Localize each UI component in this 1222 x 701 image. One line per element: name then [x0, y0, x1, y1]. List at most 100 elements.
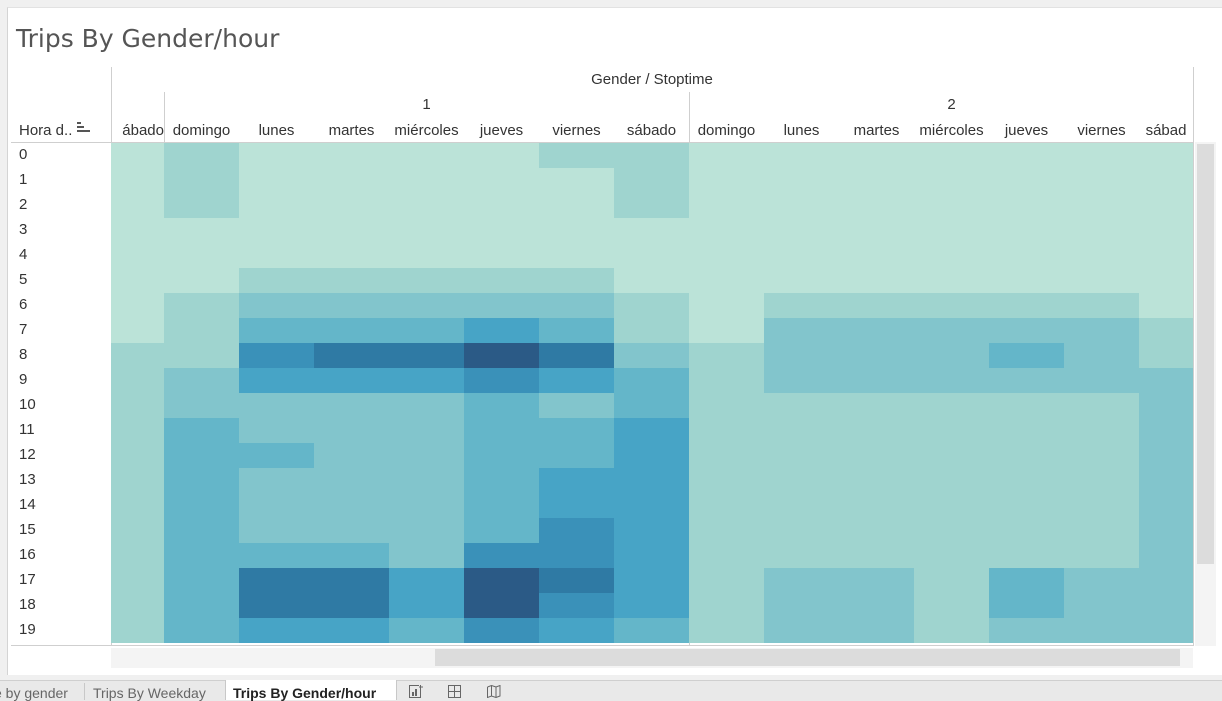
- heatmap-cell[interactable]: [614, 318, 689, 343]
- heatmap-cell[interactable]: [239, 618, 314, 643]
- heatmap-cell[interactable]: [839, 318, 914, 343]
- heatmap-cell[interactable]: [614, 518, 689, 543]
- heatmap-cell[interactable]: [989, 293, 1064, 318]
- heatmap-cell[interactable]: [314, 268, 389, 293]
- heatmap-cell[interactable]: [1139, 318, 1193, 343]
- heatmap-cell[interactable]: [389, 443, 464, 468]
- heatmap-cell[interactable]: [314, 318, 389, 343]
- heatmap-cell[interactable]: [914, 143, 989, 168]
- heatmap-cell[interactable]: [1064, 593, 1139, 618]
- heatmap-cell[interactable]: [989, 218, 1064, 243]
- heatmap-cell[interactable]: [464, 143, 539, 168]
- heatmap-cell[interactable]: [764, 193, 839, 218]
- heatmap-cell[interactable]: [464, 518, 539, 543]
- heatmap-cell[interactable]: [111, 193, 164, 218]
- horizontal-scrollbar-thumb[interactable]: [435, 649, 1180, 666]
- heatmap-cell[interactable]: [839, 143, 914, 168]
- heatmap-cell[interactable]: [914, 393, 989, 418]
- heatmap-cell[interactable]: [314, 243, 389, 268]
- heatmap-cell[interactable]: [1064, 568, 1139, 593]
- heatmap-cell[interactable]: [111, 268, 164, 293]
- heatmap-cell[interactable]: [539, 268, 614, 293]
- heatmap-cell[interactable]: [839, 243, 914, 268]
- heatmap-cell[interactable]: [1139, 143, 1193, 168]
- heatmap-cell[interactable]: [989, 318, 1064, 343]
- heatmap-cell[interactable]: [539, 618, 614, 643]
- heatmap-cell[interactable]: [1064, 443, 1139, 468]
- heatmap-cell[interactable]: [1139, 568, 1193, 593]
- heatmap-cell[interactable]: [989, 493, 1064, 518]
- heatmap-cell[interactable]: [1064, 518, 1139, 543]
- heatmap-cell[interactable]: [614, 543, 689, 568]
- heatmap-cell[interactable]: [764, 368, 839, 393]
- heatmap-cell[interactable]: [614, 193, 689, 218]
- heatmap-cell[interactable]: [989, 393, 1064, 418]
- hour-row-label[interactable]: 9: [19, 371, 28, 388]
- heatmap-cell[interactable]: [989, 618, 1064, 643]
- day-header-g2-3[interactable]: miércoles: [919, 122, 984, 139]
- heatmap-cell[interactable]: [689, 393, 764, 418]
- heatmap-cell[interactable]: [111, 293, 164, 318]
- heatmap-cell[interactable]: [314, 543, 389, 568]
- heatmap-cell[interactable]: [314, 343, 389, 368]
- vertical-scrollbar-thumb[interactable]: [1197, 144, 1214, 564]
- heatmap-cell[interactable]: [389, 318, 464, 343]
- heatmap-cell[interactable]: [464, 418, 539, 443]
- hour-row-label[interactable]: 18: [19, 596, 36, 613]
- heatmap-cell[interactable]: [314, 168, 389, 193]
- heatmap-cell[interactable]: [689, 268, 764, 293]
- heatmap-cell[interactable]: [839, 343, 914, 368]
- heatmap-cell[interactable]: [614, 443, 689, 468]
- gender-1-header[interactable]: 1: [422, 96, 431, 113]
- new-dashboard-icon[interactable]: [448, 685, 462, 698]
- heatmap-cell[interactable]: [164, 518, 239, 543]
- column-group-title[interactable]: Gender / Stoptime: [591, 71, 713, 88]
- heatmap-cell[interactable]: [539, 443, 614, 468]
- heatmap-cell[interactable]: [914, 218, 989, 243]
- heatmap-cell[interactable]: [989, 343, 1064, 368]
- heatmap-cell[interactable]: [1139, 593, 1193, 618]
- heatmap-cell[interactable]: [389, 568, 464, 593]
- hour-row-label[interactable]: 7: [19, 321, 28, 338]
- heatmap-cell[interactable]: [914, 268, 989, 293]
- heatmap-cell[interactable]: [1139, 618, 1193, 643]
- heatmap-cell[interactable]: [914, 243, 989, 268]
- heatmap-cell[interactable]: [164, 243, 239, 268]
- heatmap-cell[interactable]: [1064, 268, 1139, 293]
- heatmap-cell[interactable]: [1064, 293, 1139, 318]
- heatmap-cell[interactable]: [389, 293, 464, 318]
- heatmap-cell[interactable]: [111, 618, 164, 643]
- heatmap-cell[interactable]: [239, 193, 314, 218]
- heatmap-cell[interactable]: [614, 218, 689, 243]
- heatmap-cell[interactable]: [389, 493, 464, 518]
- heatmap-cell[interactable]: [1064, 168, 1139, 193]
- heatmap-cell[interactable]: [464, 468, 539, 493]
- heatmap-cell[interactable]: [764, 218, 839, 243]
- heatmap-cell[interactable]: [689, 468, 764, 493]
- heatmap-cell[interactable]: [111, 218, 164, 243]
- heatmap-cell[interactable]: [464, 393, 539, 418]
- heatmap-cell[interactable]: [389, 418, 464, 443]
- heatmap-cell[interactable]: [1139, 218, 1193, 243]
- heatmap-cell[interactable]: [389, 193, 464, 218]
- heatmap-cell[interactable]: [614, 293, 689, 318]
- heatmap-cell[interactable]: [1139, 293, 1193, 318]
- heatmap-cell[interactable]: [614, 243, 689, 268]
- heatmap-cell[interactable]: [989, 543, 1064, 568]
- heatmap-cell[interactable]: [464, 318, 539, 343]
- heatmap-cell[interactable]: [764, 468, 839, 493]
- heatmap-cell[interactable]: [689, 593, 764, 618]
- heatmap-cell[interactable]: [839, 268, 914, 293]
- heatmap-cell[interactable]: [239, 518, 314, 543]
- sort-descending-icon[interactable]: [77, 122, 91, 134]
- heatmap-cell[interactable]: [914, 443, 989, 468]
- heatmap-cell[interactable]: [764, 293, 839, 318]
- heatmap-cell[interactable]: [914, 518, 989, 543]
- heatmap-cell[interactable]: [239, 593, 314, 618]
- day-header-g2-4[interactable]: jueves: [1004, 122, 1049, 139]
- heatmap-cell[interactable]: [539, 493, 614, 518]
- heatmap-cell[interactable]: [389, 368, 464, 393]
- heatmap-cell[interactable]: [1064, 318, 1139, 343]
- heatmap-cell[interactable]: [989, 193, 1064, 218]
- heatmap-cell[interactable]: [689, 293, 764, 318]
